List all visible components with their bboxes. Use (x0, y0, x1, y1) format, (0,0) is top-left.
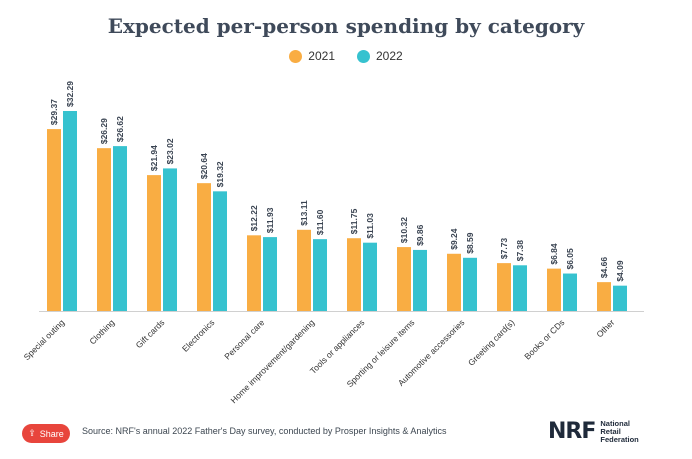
bar-2021-2[interactable] (147, 175, 161, 311)
data-label-2022-1: $26.62 (115, 116, 125, 142)
data-label-2021-9: $7.73 (499, 238, 509, 260)
bar-2022-3[interactable] (213, 191, 227, 311)
bar-2022-5[interactable] (313, 239, 327, 311)
bar-chart: $29.37 $32.29 Special outing $26.29 $26.62 Cl… (22, 81, 644, 405)
data-label-2021-0: $29.37 (49, 99, 59, 125)
data-label-2021-1: $26.29 (99, 118, 109, 144)
data-label-2022-9: $7.38 (515, 240, 525, 262)
data-label-2022-5: $11.60 (315, 209, 325, 235)
bar-2021-4[interactable] (247, 235, 261, 311)
legend-swatch-2022 (357, 49, 370, 63)
data-label-2022-6: $11.03 (365, 213, 375, 239)
category-label-3: Electronics (180, 317, 216, 353)
share-button[interactable]: ⇪ Share (22, 424, 70, 443)
data-label-2021-7: $10.32 (399, 217, 409, 243)
bar-2022-1[interactable] (113, 146, 127, 311)
legend: 2021 2022 (0, 49, 692, 63)
data-label-2022-4: $11.93 (265, 207, 275, 233)
category-label-6: Tools or appliances (308, 317, 367, 376)
chart-title: Expected per-person spending by category (107, 14, 585, 38)
bar-2021-1[interactable] (97, 148, 111, 311)
bar-2021-11[interactable] (597, 282, 611, 311)
bar-2022-4[interactable] (263, 237, 277, 311)
bar-2021-3[interactable] (197, 183, 211, 311)
category-label-5: Home improvement/gardening (228, 317, 316, 405)
data-label-2022-0: $32.29 (65, 81, 75, 107)
category-label-9: Greeting card(s) (466, 317, 517, 368)
data-label-2022-2: $23.02 (165, 138, 175, 164)
nrf-logo: NRF National Retail Federation (548, 419, 652, 444)
data-label-2022-3: $19.32 (215, 161, 225, 187)
bar-2022-6[interactable] (363, 242, 377, 311)
data-label-2021-2: $21.94 (149, 145, 159, 171)
category-label-0: Special outing (22, 317, 67, 362)
logo-line-1: National (600, 418, 630, 428)
bar-2022-2[interactable] (163, 168, 177, 311)
source-note: Source: NRF's annual 2022 Father's Day s… (82, 426, 447, 436)
category-label-2: Gift cards (134, 317, 167, 350)
logo-line-3: Federation (600, 434, 639, 444)
data-label-2021-11: $4.66 (599, 257, 609, 279)
bar-2022-7[interactable] (413, 249, 427, 311)
category-label-11: Other (594, 317, 616, 339)
bar-2022-8[interactable] (463, 257, 477, 311)
data-label-2022-7: $9.86 (415, 224, 425, 246)
data-label-2021-10: $6.84 (549, 243, 559, 265)
bar-2022-0[interactable] (63, 111, 77, 311)
category-label-1: Clothing (87, 317, 116, 346)
logo-text: National Retail Federation (600, 418, 652, 444)
bar-2021-6[interactable] (347, 238, 361, 311)
data-label-2022-10: $6.05 (565, 248, 575, 270)
category-label-4: Personal care (222, 317, 266, 361)
legend-label-2021: 2021 (308, 49, 335, 63)
data-label-2021-6: $11.75 (349, 208, 359, 234)
legend-item-2021[interactable]: 2021 (289, 49, 335, 63)
data-label-2021-8: $9.24 (449, 228, 459, 250)
bar-2021-5[interactable] (297, 229, 311, 311)
share-label: Share (39, 428, 64, 439)
data-label-2022-8: $8.59 (465, 232, 475, 254)
footer: ⇪ Share Source: NRF's annual 2022 Father… (0, 419, 692, 450)
bar-2022-9[interactable] (513, 265, 527, 311)
bar-2021-7[interactable] (397, 247, 411, 311)
share-icon: ⇪ (28, 428, 36, 438)
data-label-2021-3: $20.64 (199, 153, 209, 179)
logo-line-2: Retail (600, 426, 621, 436)
bar-2022-11[interactable] (613, 285, 627, 311)
data-label-2022-11: $4.09 (615, 260, 625, 282)
legend-swatch-2021 (289, 49, 303, 63)
bar-2021-0[interactable] (47, 129, 61, 311)
bar-2021-10[interactable] (547, 268, 561, 311)
logo-mark: NRF (548, 419, 596, 444)
legend-item-2022[interactable]: 2022 (357, 49, 403, 63)
category-label-10: Books or CDs (522, 317, 566, 361)
data-label-2021-5: $13.11 (299, 200, 309, 226)
data-label-2021-4: $12.22 (249, 205, 259, 231)
bar-2022-10[interactable] (563, 273, 577, 311)
legend-label-2022: 2022 (376, 49, 403, 63)
bar-2021-9[interactable] (497, 263, 511, 311)
bar-2021-8[interactable] (447, 253, 461, 311)
